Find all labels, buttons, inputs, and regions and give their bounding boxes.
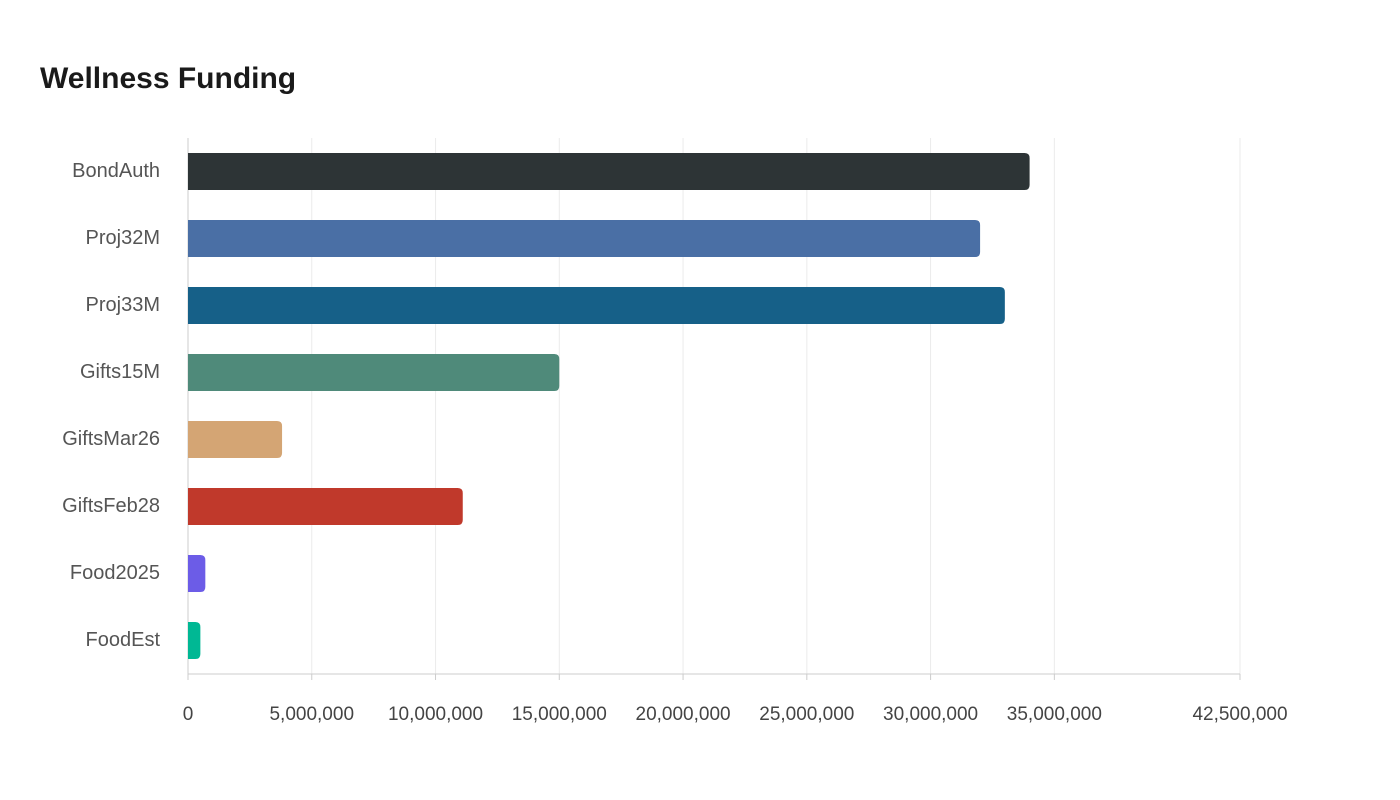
- y-tick-label: BondAuth: [72, 160, 160, 182]
- x-tick-label: 0: [183, 704, 194, 725]
- bar: [188, 287, 1005, 324]
- x-tick-label: 15,000,000: [512, 704, 607, 725]
- bar: [188, 153, 1030, 190]
- bar: [188, 220, 981, 257]
- bar: [188, 622, 201, 659]
- y-tick-label: FoodEst: [86, 629, 161, 651]
- y-tick-label: GiftsMar26: [62, 428, 160, 450]
- x-tick-label: 25,000,000: [759, 704, 854, 725]
- bar: [188, 555, 206, 592]
- bar: [188, 488, 463, 525]
- chart-title: Wellness Funding: [40, 62, 296, 95]
- x-tick-label: 20,000,000: [636, 704, 731, 725]
- x-tick-label: 5,000,000: [269, 704, 354, 725]
- x-tick-label: 35,000,000: [1007, 704, 1102, 725]
- y-tick-label: Proj33M: [86, 294, 160, 316]
- x-tick-label: 10,000,000: [388, 704, 483, 725]
- x-tick-label: 42,500,000: [1192, 704, 1287, 725]
- y-tick-label: GiftsFeb28: [62, 495, 160, 517]
- x-tick-label: 30,000,000: [883, 704, 978, 725]
- bar: [188, 421, 283, 458]
- bar: [188, 354, 560, 391]
- y-tick-label: Food2025: [70, 562, 160, 584]
- y-tick-label: Proj32M: [86, 227, 160, 249]
- y-tick-label: Gifts15M: [80, 361, 160, 383]
